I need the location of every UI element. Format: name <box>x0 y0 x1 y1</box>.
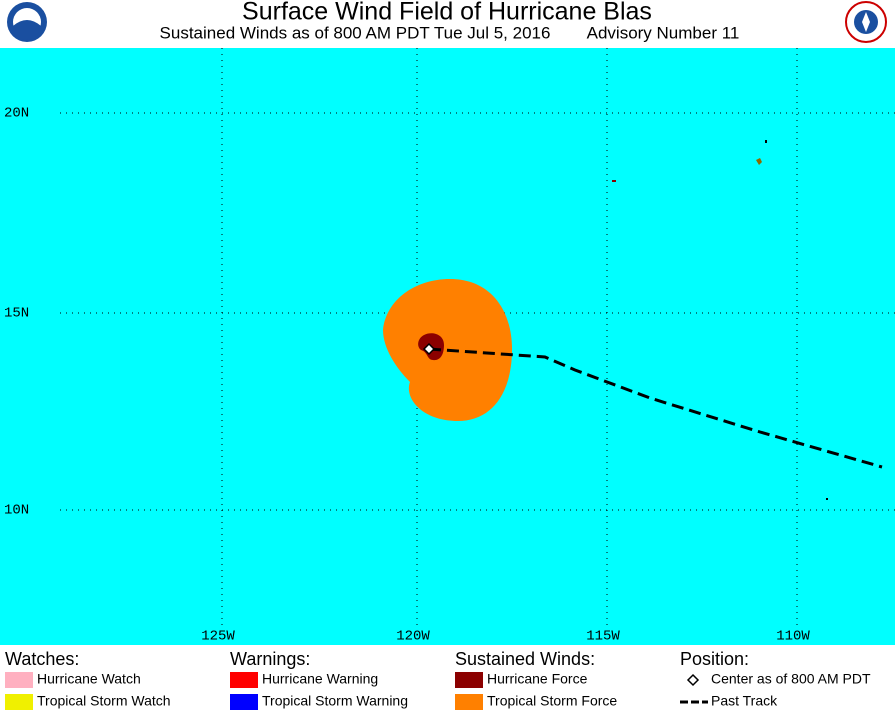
legend-heading: Sustained Winds: <box>455 649 595 669</box>
lon-label: 125W <box>201 629 235 645</box>
lon-label: 120W <box>396 629 430 645</box>
islands <box>612 140 828 500</box>
past-track <box>428 347 883 469</box>
legend-item: Past Track <box>711 693 778 709</box>
legend-swatch <box>455 694 483 710</box>
legend-swatch <box>5 694 33 710</box>
legend-item: Tropical Storm Watch <box>37 693 171 709</box>
legend-item: Tropical Storm Force <box>487 693 617 709</box>
lon-label: 115W <box>586 629 620 645</box>
subtitle: Sustained Winds as of 800 AM PDT Tue Jul… <box>160 23 551 42</box>
noaa-logo <box>7 2 47 42</box>
storm-center <box>422 342 436 356</box>
lon-label: 110W <box>776 629 810 645</box>
lat-label: 20N <box>4 106 29 122</box>
legend-heading: Position: <box>680 649 749 669</box>
legend-item: Hurricane Force <box>487 671 588 687</box>
legend-center-icon <box>686 673 700 687</box>
title: Surface Wind Field of Hurricane Blas <box>242 0 652 26</box>
advisory: Advisory Number 11 <box>587 23 740 42</box>
legend-heading: Watches: <box>5 649 79 669</box>
legend-swatch <box>5 672 33 688</box>
legend-swatch <box>230 672 258 688</box>
nws-logo <box>845 1 887 43</box>
legend-item: Tropical Storm Warning <box>262 693 408 709</box>
legend-heading: Warnings: <box>230 649 310 669</box>
legend-item: Hurricane Watch <box>37 671 141 687</box>
legend-swatch <box>455 672 483 688</box>
lat-label: 10N <box>4 503 29 519</box>
legend-item: Center as of 800 AM PDT <box>711 671 871 687</box>
legend-swatch <box>230 694 258 710</box>
lat-label: 15N <box>4 306 29 322</box>
legend-item: Hurricane Warning <box>262 671 378 687</box>
